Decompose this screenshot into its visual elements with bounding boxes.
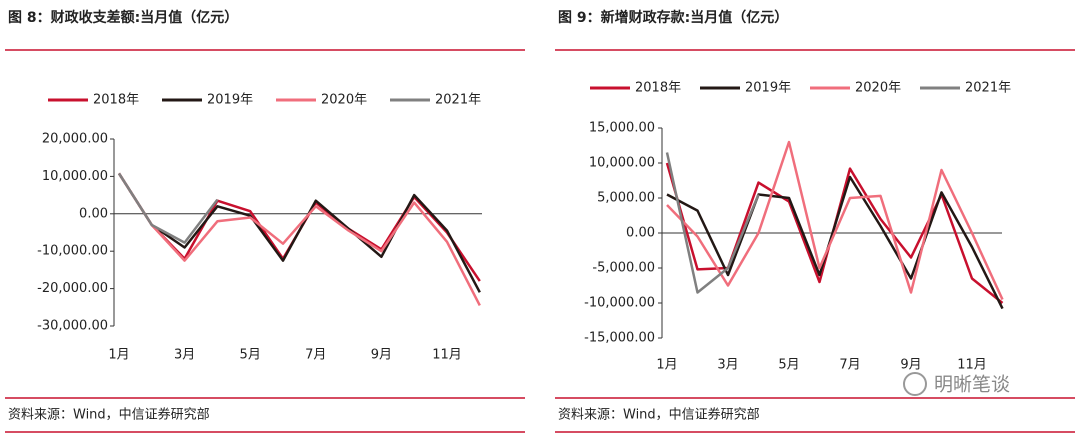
x-tick-label: 11月	[957, 358, 987, 373]
y-tick-label: -20,000.00	[37, 281, 108, 296]
watermark-text: 明晰笔谈	[934, 374, 1010, 396]
x-tick-label: 1月	[108, 348, 129, 363]
y-tick-label: 10,000.00	[589, 156, 655, 171]
y-tick-label: -10,000.00	[584, 296, 655, 311]
y-tick-label: 0.00	[79, 206, 108, 221]
series-line	[117, 172, 481, 306]
series-line	[666, 175, 1004, 310]
x-tick-label: 9月	[900, 358, 921, 373]
y-tick-label: -5,000.00	[592, 261, 655, 276]
series-line	[117, 172, 219, 244]
x-tick-label: 11月	[432, 348, 462, 363]
legend-label: 2020年	[321, 93, 367, 108]
y-tick-label: -10,000.00	[37, 244, 108, 259]
x-tick-label: 9月	[371, 348, 392, 363]
x-tick-label: 3月	[717, 358, 738, 373]
legend-label: 2019年	[745, 81, 791, 96]
legend-label: 2021年	[435, 93, 481, 108]
source: 资料来源：Wind，中信证券研究部	[558, 407, 760, 423]
legend-label: 2018年	[635, 81, 681, 96]
legend-label: 2018年	[93, 93, 139, 108]
x-tick-label: 7月	[839, 358, 860, 373]
source: 资料来源：Wind，中信证券研究部	[8, 407, 210, 423]
series-line	[666, 140, 1004, 301]
y-tick-label: -15,000.00	[584, 331, 655, 346]
y-tick-label: 0.00	[626, 226, 655, 241]
legend-label: 2021年	[965, 81, 1011, 96]
y-tick-label: 20,000.00	[42, 132, 108, 147]
series-line	[117, 172, 481, 293]
legend-label: 2020年	[855, 81, 901, 96]
chart-title: 图 8：财政收支差额:当月值（亿元）	[8, 9, 238, 26]
watermark: 明晰笔谈	[903, 372, 1010, 396]
y-tick-label: 5,000.00	[597, 191, 655, 206]
x-tick-label: 5月	[240, 348, 261, 363]
x-tick-label: 3月	[174, 348, 195, 363]
series-line	[665, 152, 760, 294]
y-tick-label: 15,000.00	[589, 121, 655, 136]
legend-label: 2019年	[207, 93, 253, 108]
chart-title: 图 9：新增财政存款:当月值（亿元）	[558, 9, 788, 26]
y-tick-label: 10,000.00	[42, 169, 108, 184]
x-tick-label: 5月	[778, 358, 799, 373]
x-tick-label: 1月	[656, 358, 677, 373]
series-line	[117, 172, 481, 282]
watermark-icon	[903, 372, 927, 396]
y-tick-label: -30,000.00	[37, 319, 108, 334]
x-tick-label: 7月	[305, 348, 326, 363]
